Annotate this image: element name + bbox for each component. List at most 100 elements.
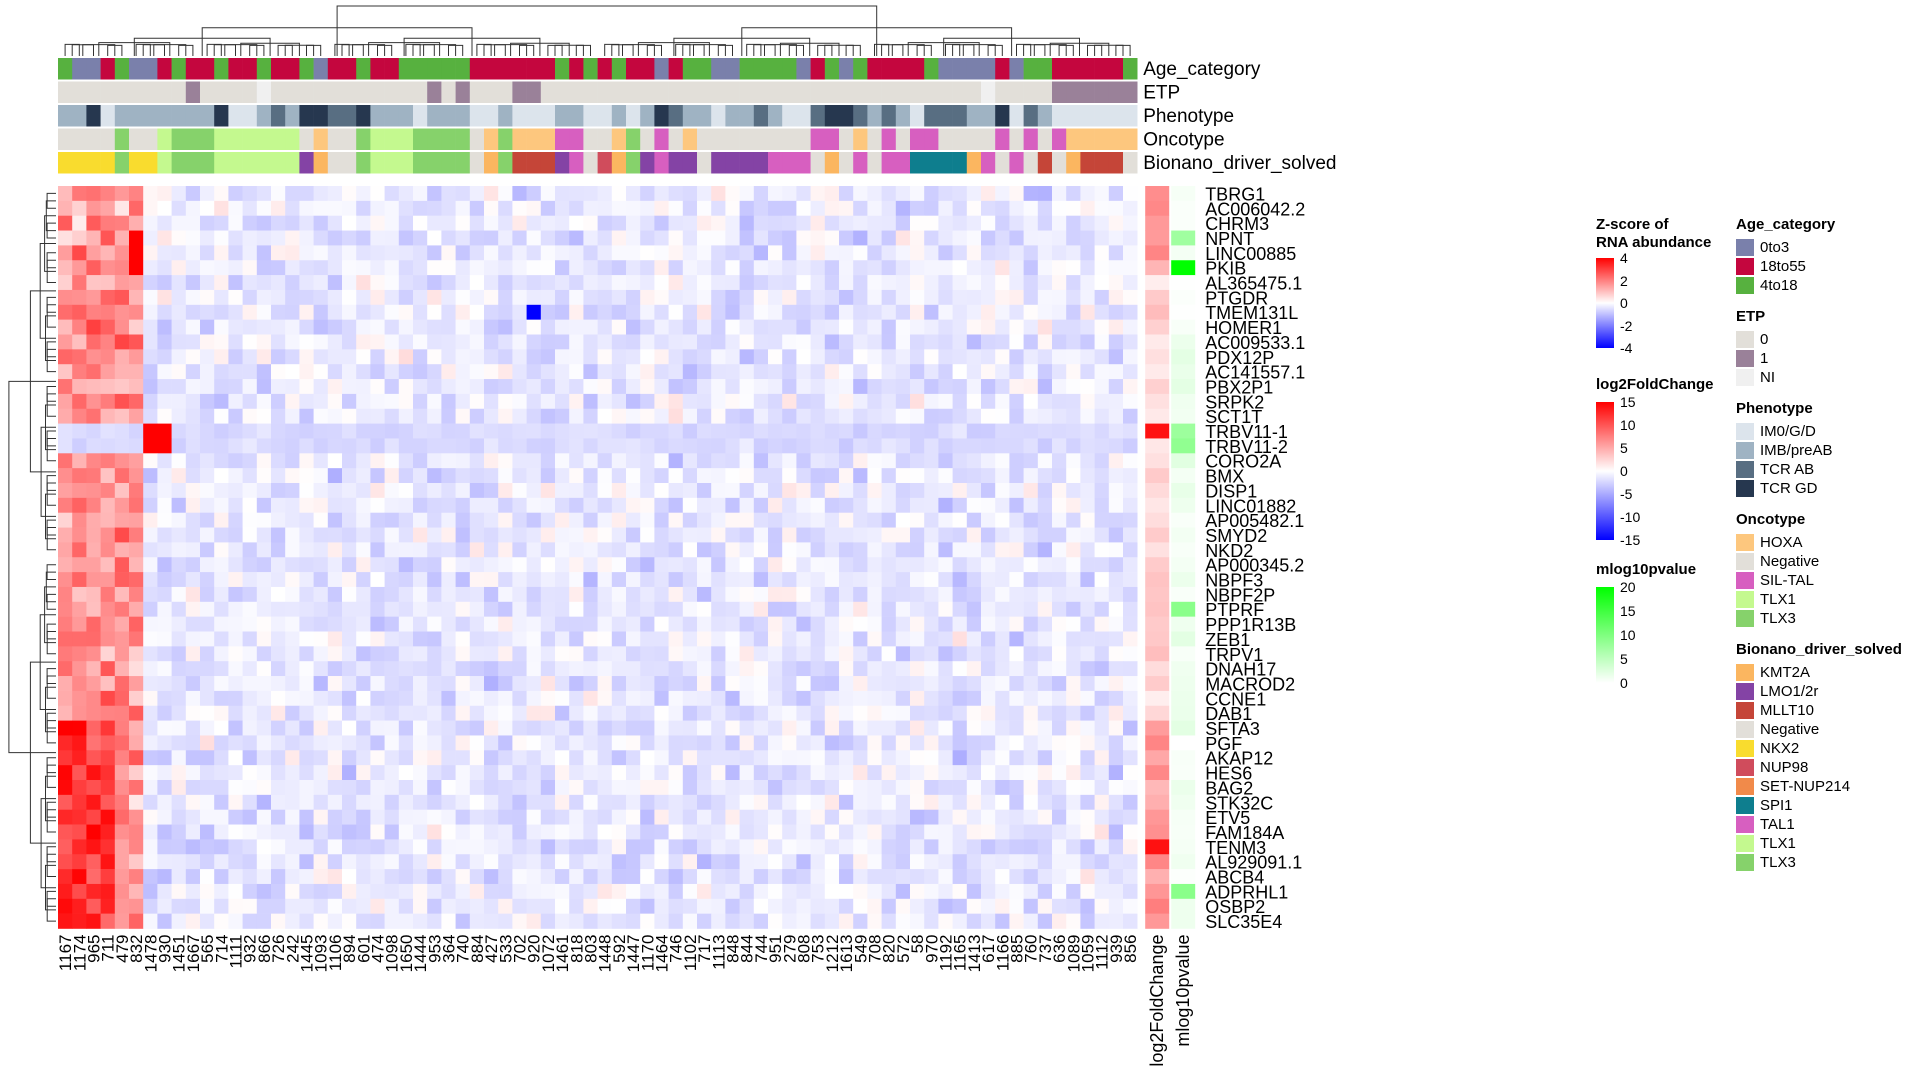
heatmap-cell <box>157 497 172 513</box>
mlog10pvalue-cell <box>1171 646 1196 662</box>
heatmap-cell <box>427 690 442 707</box>
heatmap-cell <box>100 393 116 410</box>
heatmap-cell <box>981 423 996 439</box>
heatmap-cell <box>711 765 726 781</box>
heatmap-cell <box>881 735 897 751</box>
heatmap-cell <box>356 468 371 484</box>
heatmap-cell <box>739 586 755 603</box>
heatmap-cell <box>1080 735 1095 751</box>
heatmap-cell <box>469 631 485 647</box>
heatmap-cell <box>469 839 485 855</box>
heatmap-cell <box>626 631 641 647</box>
annotation-track-label: Oncotype <box>1143 129 1224 150</box>
heatmap-cell <box>725 690 740 707</box>
heatmap-cell <box>1123 676 1138 692</box>
gene-label: CHRM3 <box>1205 214 1269 234</box>
heatmap-cell <box>881 661 897 677</box>
annotation-cell <box>228 81 243 103</box>
annotation-cell <box>384 128 400 150</box>
heatmap-cell <box>952 497 968 513</box>
heatmap-cell <box>597 260 613 276</box>
heatmap-cell <box>597 839 613 855</box>
heatmap-cell <box>966 304 982 320</box>
heatmap-cell <box>626 349 641 365</box>
heatmap-cell <box>214 215 229 231</box>
heatmap-cell <box>626 260 641 276</box>
heatmap-cell <box>725 319 740 335</box>
heatmap-cell <box>285 319 300 335</box>
heatmap-cell <box>1009 215 1024 231</box>
annotation-cell <box>413 81 428 103</box>
heatmap-cell <box>611 646 627 662</box>
heatmap-cell <box>910 735 925 751</box>
heatmap-cell <box>725 468 740 484</box>
gene-label: OSBP2 <box>1205 897 1265 917</box>
heatmap-cell <box>1066 319 1081 335</box>
annotation-cell <box>995 105 1010 127</box>
heatmap-cell <box>1108 245 1124 261</box>
heatmap-cell <box>966 349 982 365</box>
heatmap-cell <box>441 780 456 796</box>
heatmap-cell <box>441 497 456 513</box>
legend-item: 0 <box>1736 330 1902 349</box>
heatmap-cell <box>824 334 840 350</box>
heatmap-cell <box>171 512 187 528</box>
heatmap-cell <box>640 349 655 365</box>
heatmap-cell <box>966 527 982 543</box>
heatmap-cell <box>327 364 343 380</box>
heatmap-cell <box>356 289 371 306</box>
heatmap-cell <box>1108 616 1124 632</box>
heatmap-cell <box>498 408 513 424</box>
heatmap-cell <box>1023 349 1039 365</box>
heatmap-cell <box>469 586 485 603</box>
heatmap-cell <box>370 423 385 439</box>
heatmap-cell <box>214 824 229 840</box>
heatmap-cell <box>512 379 527 395</box>
heatmap-cell <box>853 319 868 335</box>
heatmap-cell <box>938 423 953 439</box>
heatmap-cell <box>413 824 428 840</box>
heatmap-cell <box>824 438 840 454</box>
heatmap-cell <box>1066 824 1081 840</box>
heatmap-cell <box>753 512 769 528</box>
heatmap-cell <box>86 750 101 766</box>
heatmap-cell <box>1066 512 1081 528</box>
heatmap-cell <box>526 869 542 885</box>
heatmap-cell <box>569 527 584 543</box>
heatmap-cell <box>256 854 272 870</box>
heatmap-cell <box>271 676 286 692</box>
heatmap-cell <box>157 289 172 306</box>
sample-label: 1170 <box>638 935 657 972</box>
heatmap-cell <box>938 661 953 677</box>
heatmap-cell <box>1123 839 1138 855</box>
heatmap-cell <box>1080 883 1095 900</box>
annotation-cell <box>100 58 116 80</box>
heatmap-cell <box>597 230 613 246</box>
heatmap-cell <box>441 750 456 766</box>
heatmap-cell <box>427 869 442 885</box>
mlog10pvalue-cell <box>1171 423 1196 439</box>
annotation-track-label: Phenotype <box>1143 106 1234 127</box>
mlog10pvalue-cell <box>1171 616 1196 632</box>
heatmap-cell <box>867 468 882 484</box>
heatmap-cell <box>995 839 1010 855</box>
heatmap-cell <box>626 275 641 291</box>
annotation-cell <box>185 105 201 127</box>
heatmap-cell <box>185 661 201 677</box>
categorical-legends: Age_category 0to3 18to55 4to18 ETP 0 1 NI Phenot… <box>1736 216 1902 885</box>
heatmap-cell <box>569 765 584 781</box>
legend-item: 18to55 <box>1736 257 1902 276</box>
log2foldchange-cell <box>1145 408 1170 424</box>
heatmap-cell <box>839 705 854 721</box>
sample-label: 932 <box>241 935 260 963</box>
heatmap-cell <box>881 780 897 796</box>
heatmap-cell <box>72 794 87 810</box>
heatmap-cell <box>682 527 698 543</box>
annotation-cell <box>171 128 187 150</box>
heatmap-cell <box>796 765 811 781</box>
heatmap-cell <box>484 735 499 751</box>
heatmap-cell <box>342 200 357 216</box>
heatmap-cell <box>455 898 471 914</box>
heatmap-cell <box>72 497 87 513</box>
heatmap-cell <box>569 690 584 707</box>
